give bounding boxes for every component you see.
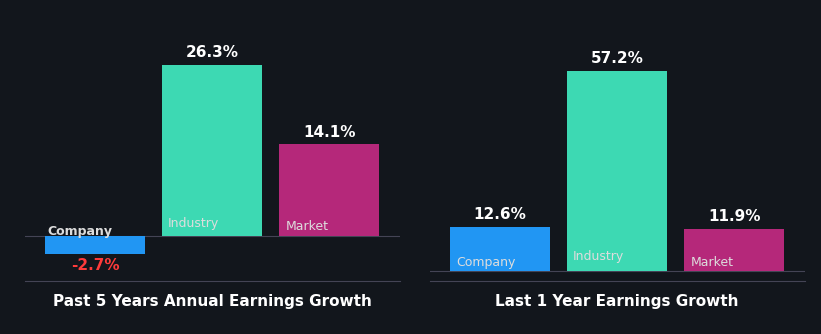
- Bar: [567, 71, 667, 271]
- Text: Industry: Industry: [573, 249, 625, 263]
- Bar: [163, 64, 262, 236]
- Bar: [279, 144, 379, 236]
- Text: 26.3%: 26.3%: [186, 45, 239, 60]
- Bar: [685, 229, 784, 271]
- Text: Market: Market: [286, 220, 328, 233]
- Bar: [450, 226, 550, 271]
- Text: 12.6%: 12.6%: [474, 206, 526, 221]
- Text: Company: Company: [456, 256, 516, 269]
- Text: Company: Company: [48, 225, 112, 238]
- X-axis label: Past 5 Years Annual Earnings Growth: Past 5 Years Annual Earnings Growth: [53, 295, 372, 309]
- Text: -2.7%: -2.7%: [71, 258, 119, 273]
- Text: Market: Market: [690, 256, 733, 269]
- Text: 14.1%: 14.1%: [303, 125, 355, 140]
- Text: Industry: Industry: [168, 216, 219, 229]
- Text: 11.9%: 11.9%: [708, 209, 760, 224]
- Bar: [45, 236, 144, 254]
- X-axis label: Last 1 Year Earnings Growth: Last 1 Year Earnings Growth: [495, 295, 739, 309]
- Text: 57.2%: 57.2%: [590, 51, 644, 66]
